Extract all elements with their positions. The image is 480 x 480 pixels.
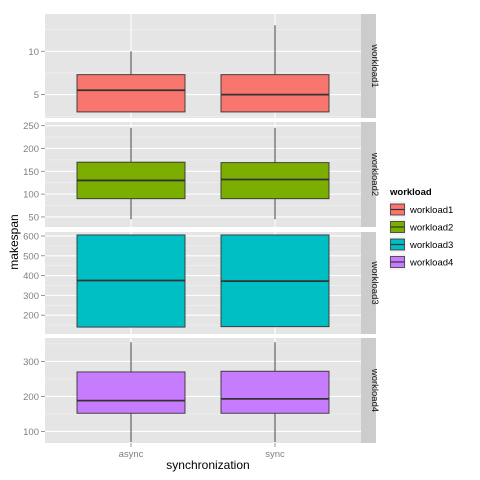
box-iqr	[220, 370, 330, 414]
strip-background	[361, 14, 376, 118]
box-workload1-sync	[220, 25, 330, 113]
y-tick-label: 500	[23, 251, 39, 262]
x-axis: async sync	[119, 443, 285, 460]
legend-label: workload4	[409, 258, 453, 269]
legend-entry-workload3: workload3	[388, 235, 453, 254]
y-tick-label: 400	[23, 271, 39, 282]
y-tick-label: 250	[23, 121, 39, 132]
box-iqr	[220, 162, 330, 200]
y-tick-label: 50	[28, 212, 39, 223]
y-tick-label: 200	[23, 144, 39, 155]
legend-entry-workload4: workload4	[388, 253, 453, 271]
strip-background	[361, 338, 376, 443]
box-workload3-sync	[220, 234, 330, 328]
x-axis-title: synchronization	[166, 458, 249, 472]
strip-label-workload3: workload3	[369, 260, 380, 304]
box-iqr	[76, 74, 186, 113]
legend-label: workload3	[409, 240, 453, 251]
legend-label: workload1	[409, 205, 453, 216]
facet-panel-workload4: 100 200 300 workload4	[23, 338, 380, 443]
y-tick-label: 200	[23, 392, 39, 403]
strip-label-workload2: workload2	[369, 152, 380, 196]
y-tick-label: 100	[23, 427, 39, 438]
y-tick-label: 600	[23, 231, 39, 242]
facet-panel-workload3: 200 300 400 500 600 workload3	[23, 231, 380, 334]
strip-background	[361, 232, 376, 334]
legend-entry-workload1: workload1	[388, 200, 453, 219]
box-workload2-async	[76, 127, 186, 220]
box-workload4-sync	[220, 342, 330, 442]
legend-label: workload2	[409, 223, 453, 234]
strip-label-workload4: workload4	[369, 368, 380, 412]
box-workload1-async	[76, 51, 186, 113]
legend-title: workload	[389, 187, 432, 198]
legend-entry-workload2: workload2	[388, 218, 453, 236]
box-workload3-async	[76, 234, 186, 328]
y-tick-label: 300	[23, 291, 39, 302]
y-tick-label: 150	[23, 167, 39, 178]
y-tick-label: 100	[23, 190, 39, 201]
y-tick-label: 10	[28, 47, 39, 58]
strip-label-workload1: workload1	[369, 43, 380, 87]
strip-background	[361, 122, 376, 227]
facet-panel-workload2: 50 100 150 200 250 workload2	[23, 121, 380, 227]
y-axis-title: makespan	[7, 214, 21, 269]
y-tick-label: 200	[23, 311, 39, 322]
box-iqr	[220, 74, 330, 113]
box-workload4-async	[76, 342, 186, 442]
x-tick-label: async	[119, 449, 144, 460]
legend: workload workload1 workload2 workload3 work…	[388, 187, 453, 271]
y-tick-label: 5	[34, 90, 39, 101]
box-workload2-sync	[220, 127, 330, 220]
box-iqr	[76, 371, 186, 414]
facet-panels: 5 10 workload1 50 100 150 200 250 workload2 200 30…	[23, 14, 380, 443]
y-tick-label: 300	[23, 357, 39, 368]
facet-panel-workload1: 5 10 workload1	[28, 14, 380, 118]
x-tick-label: sync	[265, 449, 285, 460]
